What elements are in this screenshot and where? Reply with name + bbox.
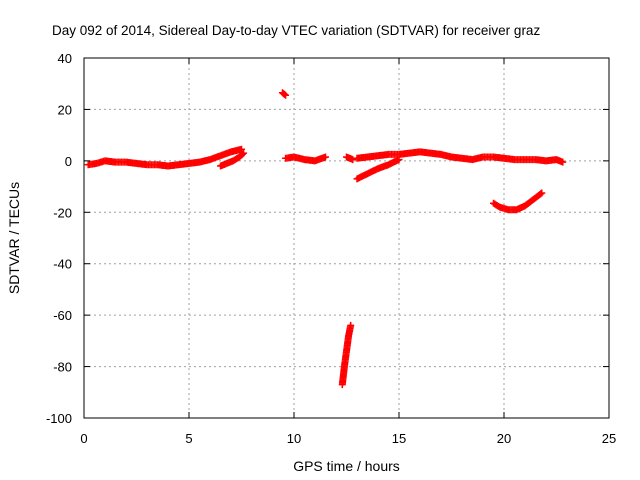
x-tick-label: 5 bbox=[185, 431, 192, 446]
x-axis-label: GPS time / hours bbox=[293, 458, 400, 474]
data-point bbox=[281, 90, 289, 98]
data-point bbox=[322, 153, 329, 161]
data-point bbox=[347, 321, 355, 329]
data-series bbox=[84, 89, 567, 389]
series-arc-6 bbox=[338, 321, 355, 389]
x-tick-label: 10 bbox=[287, 431, 301, 446]
series-arc-8 bbox=[353, 148, 567, 166]
y-tick-label: 40 bbox=[58, 51, 72, 66]
y-axis-label: SDTVAR / TECUs bbox=[6, 182, 22, 294]
axis-ticks: 0 5 10 15 20 25 -100 -80 -60 -40 -20 0 20 40 bbox=[46, 51, 616, 446]
x-tick-label: 0 bbox=[80, 431, 87, 446]
y-tick-label: -80 bbox=[53, 360, 72, 375]
x-tick-label: 20 bbox=[497, 431, 511, 446]
series-arc-3 bbox=[278, 89, 290, 99]
grid-lines bbox=[84, 58, 609, 418]
series-arc-9 bbox=[490, 189, 546, 214]
series-arc-4 bbox=[282, 153, 329, 165]
series-arc-5 bbox=[343, 153, 357, 164]
y-tick-label: 0 bbox=[65, 154, 72, 169]
data-point bbox=[538, 189, 546, 197]
data-point bbox=[240, 149, 248, 157]
y-tick-label: -20 bbox=[53, 205, 72, 220]
data-point bbox=[282, 91, 290, 99]
x-tick-label: 25 bbox=[602, 431, 616, 446]
series-arc-2 bbox=[217, 149, 248, 170]
data-point bbox=[537, 190, 545, 198]
y-tick-label: 20 bbox=[58, 102, 72, 117]
y-tick-label: -60 bbox=[53, 308, 72, 323]
data-point bbox=[349, 156, 357, 164]
series-arc-7 bbox=[353, 156, 403, 183]
data-point bbox=[239, 150, 247, 158]
data-point bbox=[559, 158, 567, 166]
x-tick-label: 15 bbox=[392, 431, 406, 446]
series-arc-1 bbox=[84, 145, 245, 170]
y-tick-label: -40 bbox=[53, 257, 72, 272]
plot-frame bbox=[83, 57, 610, 419]
chart-title: Day 092 of 2014, Sidereal Day-to-day VTE… bbox=[52, 23, 540, 38]
y-tick-label: -100 bbox=[46, 411, 72, 426]
